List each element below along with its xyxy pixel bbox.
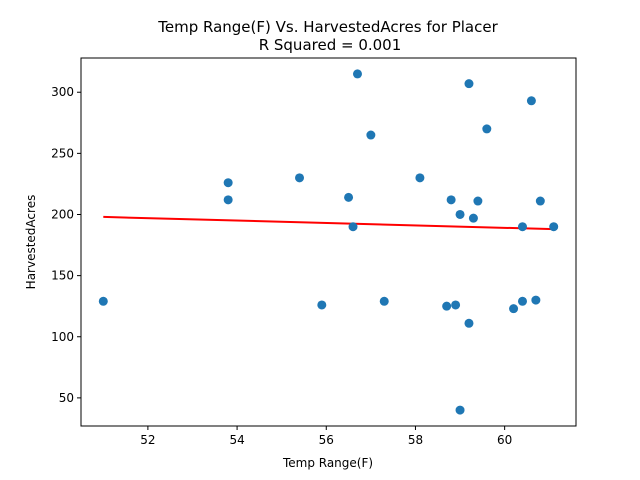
scatter-point — [353, 69, 362, 78]
chart-title: Temp Range(F) Vs. HarvestedAcres for Pla… — [157, 18, 498, 36]
scatter-point — [456, 406, 465, 415]
scatter-point — [447, 195, 456, 204]
scatter-point — [451, 300, 460, 309]
regression-line — [103, 217, 553, 229]
scatter-point — [531, 296, 540, 305]
scatter-point — [295, 173, 304, 182]
scatter-point — [344, 193, 353, 202]
x-axis-label: Temp Range(F) — [282, 456, 373, 470]
x-tick-label: 54 — [229, 433, 244, 447]
scatter-point — [224, 195, 233, 204]
scatter-point — [464, 79, 473, 88]
y-tick-label: 200 — [51, 207, 74, 221]
scatter-point — [469, 214, 478, 223]
scatter-point — [549, 222, 558, 231]
scatter-point — [415, 173, 424, 182]
x-axis-ticks: 52 54 56 58 60 — [140, 426, 512, 447]
scatter-point — [224, 178, 233, 187]
scatter-point — [509, 304, 518, 313]
x-tick-label: 52 — [140, 433, 155, 447]
scatter-point — [317, 300, 326, 309]
scatter-point — [527, 96, 536, 105]
y-tick-label: 150 — [51, 269, 74, 283]
y-tick-label: 50 — [59, 391, 74, 405]
scatter-point — [473, 197, 482, 206]
y-tick-label: 100 — [51, 330, 74, 344]
scatter-point — [380, 297, 389, 306]
y-tick-label: 250 — [51, 146, 74, 160]
scatter-point — [536, 197, 545, 206]
scatter-point — [482, 124, 491, 133]
scatter-point — [456, 210, 465, 219]
scatter-point — [518, 222, 527, 231]
y-axis-ticks: 50 100 150 200 250 300 — [51, 85, 81, 405]
data-points — [99, 69, 558, 414]
scatter-point — [464, 319, 473, 328]
scatter-point — [366, 131, 375, 140]
scatter-point — [99, 297, 108, 306]
regression-line-group — [103, 217, 553, 229]
scatter-point — [518, 297, 527, 306]
x-tick-label: 58 — [408, 433, 423, 447]
axes-frame — [81, 58, 576, 426]
y-axis-label: HarvestedAcres — [24, 195, 38, 290]
x-tick-label: 60 — [497, 433, 512, 447]
x-tick-label: 56 — [319, 433, 334, 447]
scatter-point — [442, 302, 451, 311]
scatter-point — [349, 222, 358, 231]
chart-subtitle: R Squared = 0.001 — [259, 36, 402, 54]
y-tick-label: 300 — [51, 85, 74, 99]
